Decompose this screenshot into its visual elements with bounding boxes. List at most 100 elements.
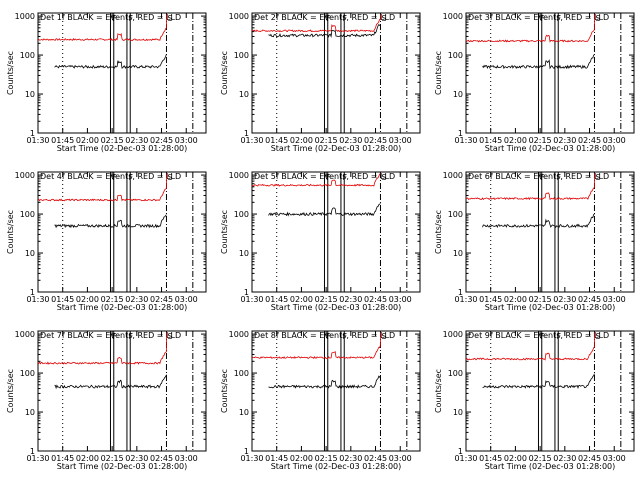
x-tick-label: 02:15	[529, 136, 552, 145]
plot-frame	[251, 12, 421, 134]
x-tick-label: 02:45	[578, 295, 601, 304]
y-tick-label: 100	[448, 369, 463, 378]
s-marker-label: S	[381, 332, 386, 341]
y-tick-label: 100	[20, 51, 35, 60]
x-tick-label: 02:15	[315, 295, 338, 304]
y-tick-label: 1	[30, 288, 35, 297]
y-tick-label: 10	[239, 408, 249, 417]
y-tick-label: 10	[239, 249, 249, 258]
lld-series-line	[37, 14, 167, 42]
y-tick-label: 10	[239, 90, 249, 99]
y-tick-label: 1	[30, 129, 35, 138]
panel-6: Det 6f BLACK = Events, RED = LLD11010010…	[434, 171, 635, 312]
flag-marker-label: F	[342, 14, 347, 23]
lld-series-line	[37, 173, 167, 202]
flag-marker-label: F	[540, 14, 545, 23]
x-axis-label: Start Time (02-Dec-03 01:28:00)	[485, 462, 616, 471]
y-tick-label: 1000	[229, 330, 249, 339]
y-tick-label: 1	[458, 129, 463, 138]
x-tick-label: 01:45	[51, 295, 74, 304]
events-series-line	[54, 374, 167, 390]
x-tick-label: 02:45	[150, 136, 173, 145]
x-axis-label: Start Time (02-Dec-03 01:28:00)	[271, 303, 402, 312]
x-tick-label: 03:00	[175, 136, 198, 145]
x-tick-label: 01:30	[454, 295, 477, 304]
x-tick-label: 01:45	[265, 136, 288, 145]
y-tick-label: 1000	[229, 12, 249, 21]
y-tick-label: 100	[20, 369, 35, 378]
x-tick-label: 01:45	[479, 136, 502, 145]
events-series-line	[268, 23, 381, 38]
y-axis-label: Counts/sec	[220, 369, 229, 413]
flag-marker-label: F	[556, 14, 561, 23]
s-marker-label: S	[595, 332, 600, 341]
plot-frame	[251, 171, 421, 293]
y-tick-label: 100	[20, 210, 35, 219]
x-axis-label: Start Time (02-Dec-03 01:28:00)	[485, 144, 616, 153]
events-series-line	[482, 213, 595, 228]
x-axis-label: Start Time (02-Dec-03 01:28:00)	[57, 303, 188, 312]
x-tick-label: 01:30	[26, 295, 49, 304]
x-tick-label: 03:00	[175, 295, 198, 304]
y-tick-label: 1000	[229, 171, 249, 180]
flag-marker-label: F	[112, 14, 117, 23]
x-tick-label: 01:30	[454, 136, 477, 145]
y-tick-label: 1	[458, 447, 463, 456]
y-tick-label: 100	[448, 210, 463, 219]
y-tick-label: 100	[234, 51, 249, 60]
x-tick-label: 02:15	[529, 295, 552, 304]
y-axis-label: Counts/sec	[220, 51, 229, 95]
y-tick-label: 10	[453, 408, 463, 417]
x-tick-label: 02:30	[553, 454, 576, 463]
y-tick-label: 10	[453, 90, 463, 99]
lld-series-line	[465, 332, 595, 361]
panel-5: Det 5f BLACK = Events, RED = LLD11010010…	[220, 171, 421, 312]
x-axis-label: Start Time (02-Dec-03 01:28:00)	[57, 144, 188, 153]
panel-7: Det 7f BLACK = Events, RED = LLD11010010…	[6, 330, 207, 471]
y-tick-label: 1000	[443, 330, 463, 339]
x-axis-label: Start Time (02-Dec-03 01:28:00)	[271, 144, 402, 153]
x-tick-label: 02:15	[315, 136, 338, 145]
events-series-line	[54, 214, 167, 229]
x-tick-label: 02:15	[529, 454, 552, 463]
x-tick-label: 02:45	[150, 454, 173, 463]
plot-frame	[37, 12, 207, 134]
panel-9: Det 9f BLACK = Events, RED = LLD11010010…	[434, 330, 635, 471]
panel-4: Det 4f BLACK = Events, RED = LLD11010010…	[6, 171, 207, 312]
plot-frame	[465, 171, 635, 293]
plot-frame	[465, 330, 635, 452]
x-tick-label: 03:00	[389, 295, 412, 304]
x-tick-label: 02:00	[290, 454, 313, 463]
x-tick-label: 02:30	[125, 295, 148, 304]
y-tick-label: 10	[25, 90, 35, 99]
events-series-line	[482, 54, 595, 70]
lld-series-line	[251, 173, 381, 187]
flag-marker-label: F	[326, 14, 331, 23]
x-tick-label: 01:45	[265, 295, 288, 304]
x-tick-label: 02:00	[76, 295, 99, 304]
flag-marker-label: F	[112, 332, 117, 341]
x-tick-label: 01:45	[479, 454, 502, 463]
y-tick-label: 1000	[15, 12, 35, 21]
x-tick-label: 02:15	[101, 454, 124, 463]
x-tick-label: 02:45	[364, 454, 387, 463]
x-axis-label: Start Time (02-Dec-03 01:28:00)	[485, 303, 616, 312]
flag-marker-label: F	[326, 173, 331, 182]
y-tick-label: 100	[234, 210, 249, 219]
events-series-line	[482, 373, 595, 389]
y-axis-label: Counts/sec	[434, 51, 443, 95]
s-marker-label: S	[167, 332, 172, 341]
x-tick-label: 02:30	[553, 136, 576, 145]
x-axis-label: Start Time (02-Dec-03 01:28:00)	[57, 462, 188, 471]
x-tick-label: 02:00	[76, 454, 99, 463]
y-tick-label: 1	[244, 447, 249, 456]
x-tick-label: 02:30	[125, 454, 148, 463]
lld-series-line	[251, 332, 381, 360]
flag-marker-label: F	[342, 332, 347, 341]
panel-8: Det 8f BLACK = Events, RED = LLD11010010…	[220, 330, 421, 471]
y-tick-label: 1000	[15, 330, 35, 339]
x-tick-label: 03:00	[389, 136, 412, 145]
x-tick-label: 02:30	[125, 136, 148, 145]
x-tick-label: 03:00	[175, 454, 198, 463]
